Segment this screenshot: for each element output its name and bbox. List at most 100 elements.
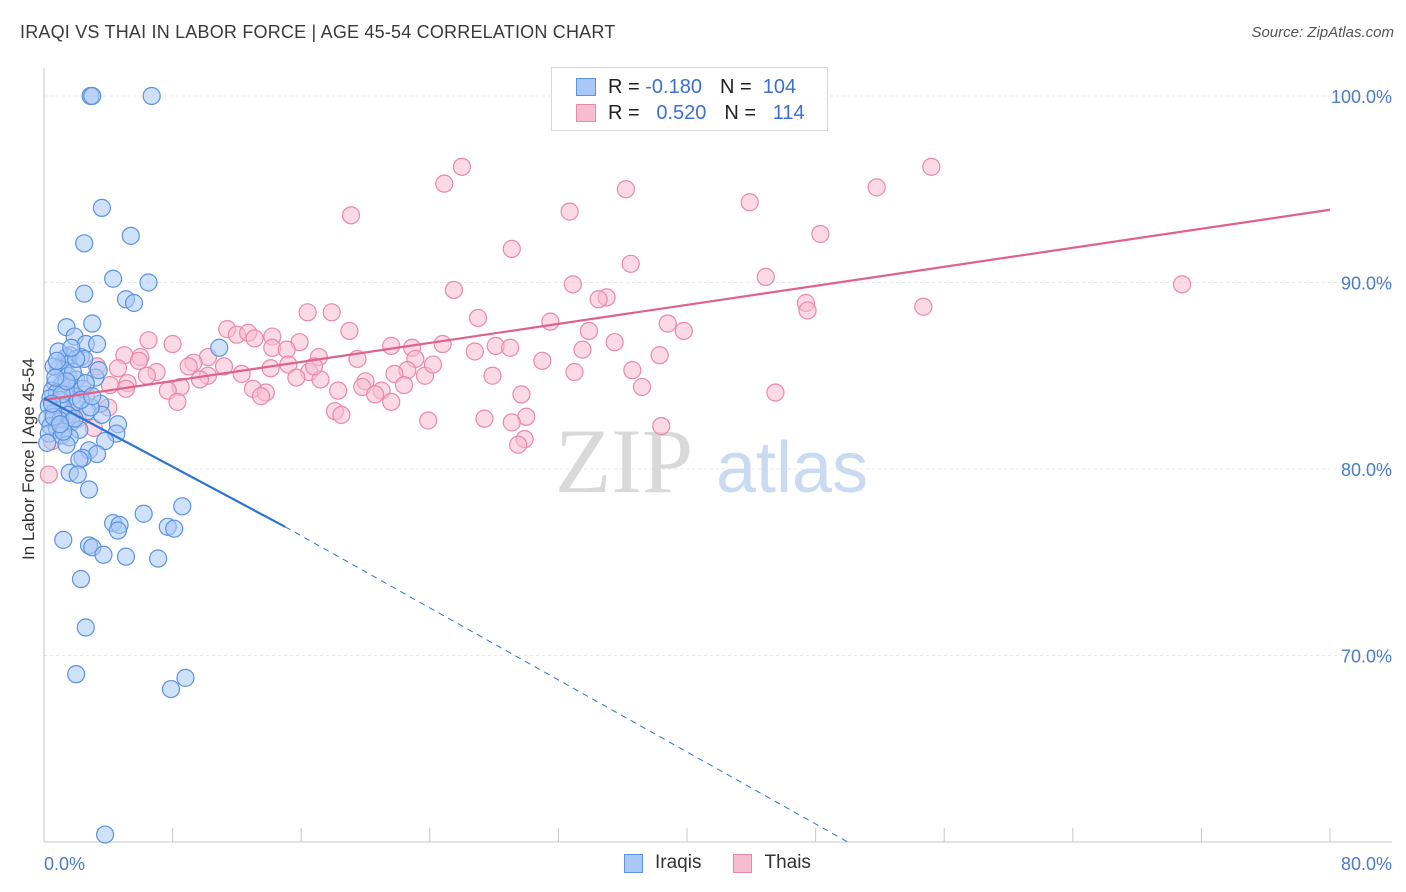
iraqis-point	[92, 198, 111, 217]
iraqis-point	[83, 314, 102, 333]
thais-points	[39, 86, 1192, 484]
iraqis-point	[116, 547, 136, 566]
iraqis-point	[121, 226, 140, 245]
thais-point	[811, 224, 830, 244]
thais-point	[341, 206, 361, 225]
x-tick-label-min: 0.0%	[44, 854, 85, 874]
y-tick-label: 90.0%	[1341, 273, 1392, 293]
iraqis-point	[50, 415, 70, 434]
legend-n-value: 104	[762, 75, 797, 98]
y-axis-label: In Labor Force | Age 45-54	[19, 358, 38, 560]
stats-legend: R = -0.180 N = 104 R = 0.520 N = 114	[551, 67, 828, 131]
legend-r-label: R =	[608, 75, 640, 98]
watermark-atlas: atlas	[716, 428, 868, 508]
legend-row-thais: R = 0.520 N = 114	[576, 101, 805, 125]
iraqis-point	[87, 334, 107, 354]
thais-point	[914, 297, 933, 316]
iraqis-point	[75, 234, 94, 253]
thais-point	[435, 174, 454, 193]
thais-point	[652, 416, 671, 436]
thais-point	[287, 368, 306, 387]
iraqis-point	[124, 293, 144, 313]
iraqis-point	[47, 351, 66, 370]
thais-point	[756, 267, 775, 286]
thais-point	[483, 366, 502, 385]
thais-point	[304, 357, 324, 376]
y-tick-labels: 70.0% 80.0% 90.0% 100.0%	[1331, 87, 1392, 667]
legend-row-iraqis: R = -0.180 N = 104	[576, 75, 796, 99]
thais-point	[623, 361, 642, 380]
thais-point	[232, 364, 251, 383]
iraqis-point	[142, 86, 161, 106]
thais-point	[502, 413, 521, 432]
thais-point	[251, 387, 271, 406]
iraqis-points	[38, 86, 229, 844]
thais-point	[382, 336, 401, 355]
thais-point	[509, 435, 528, 454]
legend-n-label: N =	[724, 101, 757, 124]
iraqis-point	[210, 338, 229, 357]
iraqis-point	[46, 368, 65, 387]
y-tick-label: 80.0%	[1341, 460, 1392, 480]
watermark-zip: ZIP	[555, 410, 693, 512]
legend-r-value: 0.520	[656, 101, 707, 124]
iraqis-point	[173, 497, 192, 516]
thais-point	[563, 275, 582, 294]
iraqis-point	[104, 269, 123, 288]
thais-point	[332, 405, 351, 425]
iraqis-point	[62, 338, 81, 357]
legend-n-value: 114	[772, 101, 805, 124]
thais-point	[658, 314, 677, 333]
thais-point	[298, 303, 317, 322]
iraqis-point	[89, 361, 108, 380]
iraqis-point	[75, 284, 94, 303]
iraqis-point	[71, 569, 91, 589]
thais-point	[589, 290, 608, 309]
thais-point	[632, 377, 652, 397]
iraqis-point	[83, 387, 102, 406]
thais-point	[475, 409, 494, 428]
thais-legend-swatch	[733, 853, 753, 873]
iraqis-point	[176, 668, 195, 687]
iraqis-point	[79, 480, 99, 499]
thais-point	[1173, 275, 1192, 294]
iraqis-point	[165, 519, 184, 538]
watermark: ZIP atlas	[555, 410, 868, 512]
thais-trend-line	[43, 208, 1331, 402]
thais-point	[137, 366, 156, 385]
thais-point	[650, 346, 669, 365]
iraqis-point	[67, 665, 86, 684]
thais-point	[423, 355, 443, 374]
thais-point	[922, 157, 941, 176]
thais-point	[579, 321, 599, 341]
iraqis-point	[54, 530, 73, 549]
chart-title: IRAQI VS THAI IN LABOR FORCE | AGE 45-54…	[20, 22, 616, 42]
legend-item-thais: Thais	[733, 852, 811, 874]
thais-point	[512, 385, 531, 404]
thais-point	[168, 392, 187, 411]
thais-point	[674, 321, 693, 341]
thais-point	[502, 239, 521, 259]
legend-r-value: -0.180	[645, 75, 702, 98]
thais-point	[533, 351, 552, 370]
thais-point	[444, 280, 464, 300]
legend-n-label: N =	[719, 75, 752, 98]
thais-point	[419, 411, 438, 430]
thais-point	[616, 180, 636, 199]
iraqis-point	[76, 618, 95, 637]
iraqis-point	[134, 504, 153, 523]
thais-point	[605, 333, 624, 352]
iraqis-point	[95, 431, 115, 451]
thais-point	[277, 340, 296, 359]
legend-label-thais: Thais	[764, 852, 811, 873]
thais-swatch	[576, 104, 596, 122]
thais-point	[129, 351, 148, 370]
iraqis-point	[161, 679, 181, 699]
thais-point	[867, 178, 886, 197]
axes	[43, 68, 1392, 843]
thais-point	[394, 375, 414, 395]
thais-point	[322, 303, 341, 322]
thais-point	[179, 357, 198, 376]
y-tick-label: 100.0%	[1331, 87, 1392, 107]
